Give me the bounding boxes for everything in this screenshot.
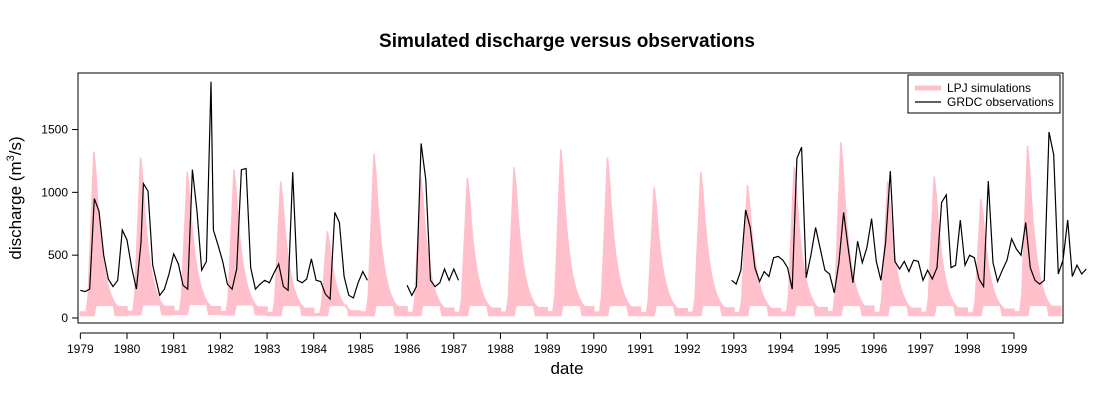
y-tick-label: 1000 bbox=[41, 185, 68, 199]
x-tick-label: 1995 bbox=[814, 342, 841, 356]
x-tick-label: 1979 bbox=[67, 342, 94, 356]
legend: LPJ simulations GRDC observations bbox=[907, 74, 1061, 114]
x-tick-label: 1982 bbox=[207, 342, 234, 356]
simulation-band-year bbox=[219, 169, 268, 316]
x-tick-label: 1994 bbox=[767, 342, 794, 356]
observation-line-segment bbox=[731, 131, 1087, 293]
legend-label-observations: GRDC observations bbox=[947, 95, 1054, 109]
plot-area bbox=[77, 72, 1064, 324]
x-tick-label: 1992 bbox=[674, 342, 701, 356]
x-tick-label: 1980 bbox=[114, 342, 141, 356]
simulation-band-year bbox=[266, 181, 315, 317]
x-tick-label: 1998 bbox=[954, 342, 981, 356]
simulation-band-year bbox=[686, 171, 735, 317]
simulation-band-year bbox=[312, 231, 362, 317]
x-tick-label: 1989 bbox=[534, 342, 561, 356]
simulation-band-year bbox=[919, 176, 969, 317]
x-tick-label: 1981 bbox=[160, 342, 187, 356]
x-tick-label: 1993 bbox=[721, 342, 748, 356]
x-tick-label: 1986 bbox=[394, 342, 421, 356]
simulation-band-year bbox=[639, 187, 688, 317]
legend-label-simulations: LPJ simulations bbox=[947, 81, 1031, 95]
x-tick-label: 1997 bbox=[907, 342, 934, 356]
observation-line-segment bbox=[406, 143, 460, 297]
x-tick-label: 1990 bbox=[580, 342, 607, 356]
simulation-band-year bbox=[546, 149, 595, 317]
simulation-band-year bbox=[359, 154, 408, 317]
y-axis-label-sup: 3 bbox=[5, 155, 17, 161]
x-axis-label: date bbox=[550, 359, 583, 378]
x-tick-label: 1999 bbox=[1001, 342, 1028, 356]
chart-title: Simulated discharge versus observations bbox=[379, 31, 755, 52]
simulation-band-group bbox=[79, 142, 1062, 317]
simulation-band-year bbox=[873, 181, 922, 317]
x-tick-label: 1991 bbox=[627, 342, 654, 356]
y-axis-label: discharge (m3/s) bbox=[5, 136, 25, 259]
simulation-band-year bbox=[779, 167, 829, 317]
y-tick-label: 1500 bbox=[41, 123, 68, 137]
svg-text:discharge (m3/s): discharge (m3/s) bbox=[5, 136, 25, 259]
y-tick-label: 500 bbox=[48, 248, 68, 262]
legend-box bbox=[907, 74, 1061, 114]
y-axis-label-tail: /s) bbox=[6, 136, 25, 155]
x-tick-label: 1983 bbox=[254, 342, 281, 356]
x-tick-label: 1988 bbox=[487, 342, 514, 356]
simulation-band-year bbox=[593, 157, 642, 317]
observation-line-segment bbox=[80, 81, 368, 301]
simulation-band-year bbox=[406, 177, 455, 317]
y-axis: 0 500 1000 1500 bbox=[41, 123, 78, 325]
x-tick-label: 1984 bbox=[300, 342, 327, 356]
simulation-band-year bbox=[499, 167, 548, 317]
x-tick-label: 1985 bbox=[347, 342, 374, 356]
simulation-band-year bbox=[733, 184, 782, 317]
y-axis-label-main: discharge (m bbox=[6, 161, 25, 259]
x-tick-label: 1987 bbox=[440, 342, 467, 356]
observation-line-group bbox=[80, 81, 1087, 301]
y-tick-label: 0 bbox=[61, 311, 68, 325]
x-tick-label: 1996 bbox=[861, 342, 888, 356]
x-axis: 1979 1980 1981 1982 1983 1984 1985 1986 1987 1988… bbox=[67, 332, 1028, 356]
simulation-band-year bbox=[453, 177, 502, 317]
simulation-band-year bbox=[1013, 145, 1062, 317]
